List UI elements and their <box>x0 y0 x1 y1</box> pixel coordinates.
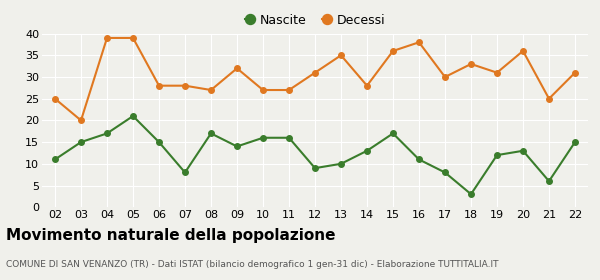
Decessi <box>415 41 422 44</box>
Decessi <box>286 88 293 92</box>
Decessi <box>364 84 371 87</box>
Nascite <box>259 136 266 139</box>
Nascite <box>545 179 553 183</box>
Nascite <box>571 141 578 144</box>
Decessi <box>442 75 449 79</box>
Nascite <box>208 132 215 135</box>
Legend: Nascite, Decessi: Nascite, Decessi <box>240 9 390 32</box>
Decessi <box>130 36 137 40</box>
Nascite <box>520 149 527 152</box>
Nascite <box>442 171 449 174</box>
Nascite <box>103 132 110 135</box>
Decessi <box>233 67 241 70</box>
Nascite <box>337 162 344 165</box>
Nascite <box>233 145 241 148</box>
Decessi <box>155 84 163 87</box>
Decessi <box>103 36 110 40</box>
Nascite <box>389 132 397 135</box>
Decessi <box>389 49 397 53</box>
Line: Decessi: Decessi <box>52 35 578 123</box>
Decessi <box>520 49 527 53</box>
Decessi <box>259 88 266 92</box>
Nascite <box>364 149 371 152</box>
Decessi <box>208 88 215 92</box>
Nascite <box>52 158 59 161</box>
Nascite <box>493 153 500 157</box>
Nascite <box>311 166 319 170</box>
Decessi <box>311 71 319 74</box>
Decessi <box>52 97 59 100</box>
Nascite <box>130 114 137 118</box>
Text: COMUNE DI SAN VENANZO (TR) - Dati ISTAT (bilancio demografico 1 gen-31 dic) - El: COMUNE DI SAN VENANZO (TR) - Dati ISTAT … <box>6 260 499 269</box>
Nascite <box>181 171 188 174</box>
Text: Movimento naturale della popolazione: Movimento naturale della popolazione <box>6 228 335 243</box>
Nascite <box>286 136 293 139</box>
Line: Nascite: Nascite <box>52 113 578 197</box>
Nascite <box>77 141 85 144</box>
Nascite <box>415 158 422 161</box>
Decessi <box>181 84 188 87</box>
Decessi <box>77 119 85 122</box>
Decessi <box>493 71 500 74</box>
Nascite <box>155 141 163 144</box>
Decessi <box>467 62 475 66</box>
Decessi <box>337 53 344 57</box>
Decessi <box>545 97 553 100</box>
Decessi <box>571 71 578 74</box>
Nascite <box>467 193 475 196</box>
